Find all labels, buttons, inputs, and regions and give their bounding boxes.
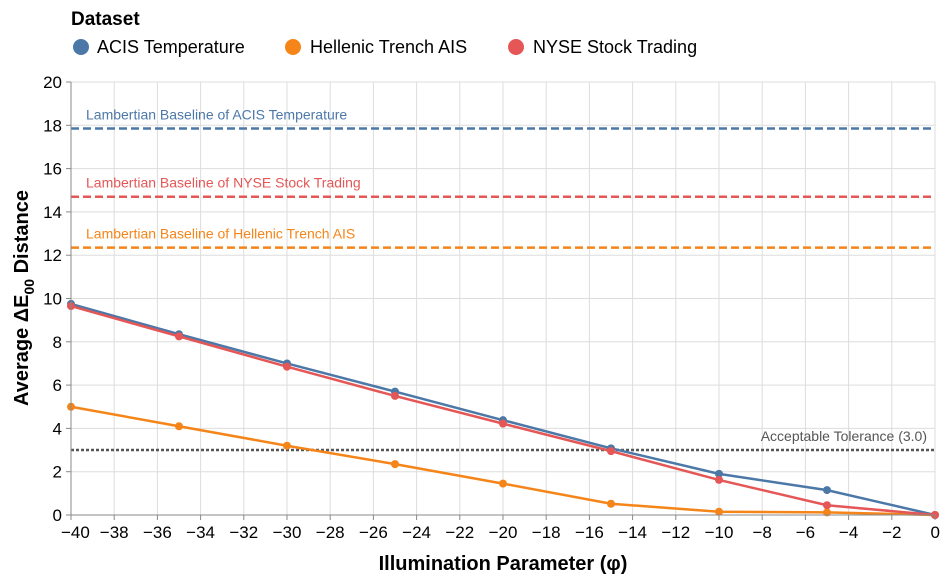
x-tick-label-15: −10 — [705, 523, 734, 542]
point-acis-7[interactable] — [823, 486, 831, 495]
y-tick-label-6: 12 — [43, 246, 62, 265]
x-tick-label-1: −38 — [100, 523, 129, 542]
x-tick-label-12: −16 — [575, 523, 604, 542]
y-axis-title-main: Average ΔE — [11, 295, 33, 406]
legend-swatch-acis — [73, 39, 89, 55]
x-tick-label-14: −12 — [661, 523, 690, 542]
y-tick-label-1: 2 — [53, 463, 62, 482]
legend-item-acis[interactable]: ACIS Temperature — [73, 37, 245, 57]
legend-swatch-nyse — [508, 39, 524, 55]
point-acis-6[interactable] — [715, 469, 723, 478]
point-hellenic-4[interactable] — [499, 479, 507, 488]
y-tick-label-4: 8 — [53, 333, 62, 352]
y-axis-title-sub: 00 — [21, 279, 37, 295]
point-hellenic-5[interactable] — [607, 499, 615, 508]
x-axis-title: Illumination Parameter (φ) — [379, 553, 628, 575]
point-nyse-7[interactable] — [823, 501, 831, 510]
legend-label-acis: ACIS Temperature — [97, 37, 245, 57]
point-hellenic-2[interactable] — [283, 441, 291, 450]
x-tick-label-10: −20 — [489, 523, 518, 542]
x-tick-label-8: −24 — [402, 523, 431, 542]
x-tick-label-13: −14 — [618, 523, 647, 542]
x-tick-label-2: −36 — [143, 523, 172, 542]
y-tick-label-9: 18 — [43, 116, 62, 135]
y-tick-label-5: 10 — [43, 290, 62, 309]
x-tick-label-4: −32 — [229, 523, 258, 542]
x-tick-label-16: −8 — [753, 523, 772, 542]
point-hellenic-7[interactable] — [823, 508, 831, 517]
point-nyse-3[interactable] — [391, 391, 399, 400]
y-axis-title-suffix: Distance — [11, 190, 33, 279]
x-tick-label-7: −26 — [359, 523, 388, 542]
x-tick-label-20: 0 — [931, 523, 940, 542]
point-nyse-4[interactable] — [499, 419, 507, 428]
x-tick-label-9: −22 — [445, 523, 474, 542]
legend-title: Dataset — [71, 9, 140, 30]
x-tick-label-6: −28 — [316, 523, 345, 542]
tolerance-label: Acceptable Tolerance (3.0) — [761, 428, 927, 444]
point-hellenic-1[interactable] — [175, 422, 183, 431]
x-tick-label-0: −40 — [61, 523, 90, 542]
point-nyse-1[interactable] — [175, 332, 183, 341]
baseline-label-hellenic: Lambertian Baseline of Hellenic Trench A… — [86, 226, 355, 242]
x-tick-label-18: −4 — [839, 523, 858, 542]
baseline-label-nyse: Lambertian Baseline of NYSE Stock Tradin… — [86, 175, 361, 191]
y-axis-title: Average ΔE00 Distance — [11, 190, 37, 406]
y-tick-label-8: 16 — [43, 160, 62, 179]
y-tick-label-10: 20 — [43, 73, 62, 92]
legend-label-nyse: NYSE Stock Trading — [533, 37, 697, 57]
x-tick-label-19: −2 — [882, 523, 901, 542]
x-tick-label-17: −6 — [796, 523, 815, 542]
legend-item-nyse[interactable]: NYSE Stock Trading — [508, 37, 697, 57]
x-tick-label-11: −18 — [532, 523, 561, 542]
point-nyse-6[interactable] — [715, 475, 723, 484]
reference-lines: Lambertian Baseline of ACIS Temperature L… — [71, 107, 935, 452]
y-tick-label-0: 0 — [53, 506, 62, 525]
x-tick-label-3: −34 — [186, 523, 215, 542]
series-layer — [67, 299, 939, 519]
point-hellenic-3[interactable] — [391, 460, 399, 469]
point-hellenic-6[interactable] — [715, 507, 723, 516]
y-tick-label-2: 4 — [53, 419, 62, 438]
legend-label-hellenic: Hellenic Trench AIS — [310, 37, 467, 57]
legend-swatch-hellenic — [285, 39, 301, 55]
point-nyse-2[interactable] — [283, 362, 291, 371]
point-nyse-5[interactable] — [607, 447, 615, 456]
baseline-label-acis: Lambertian Baseline of ACIS Temperature — [86, 107, 347, 123]
y-tick-label-3: 6 — [53, 376, 62, 395]
legend-item-hellenic[interactable]: Hellenic Trench AIS — [285, 37, 467, 57]
axes: −40 −38 −36 −34 −32 −30 −28 −26 −24 −22 −20 −18 −16−… — [43, 73, 940, 542]
legend: Dataset ACIS Temperature Hellenic Trench… — [71, 9, 697, 57]
y-tick-label-7: 14 — [43, 203, 62, 222]
x-tick-label-5: −30 — [273, 523, 302, 542]
